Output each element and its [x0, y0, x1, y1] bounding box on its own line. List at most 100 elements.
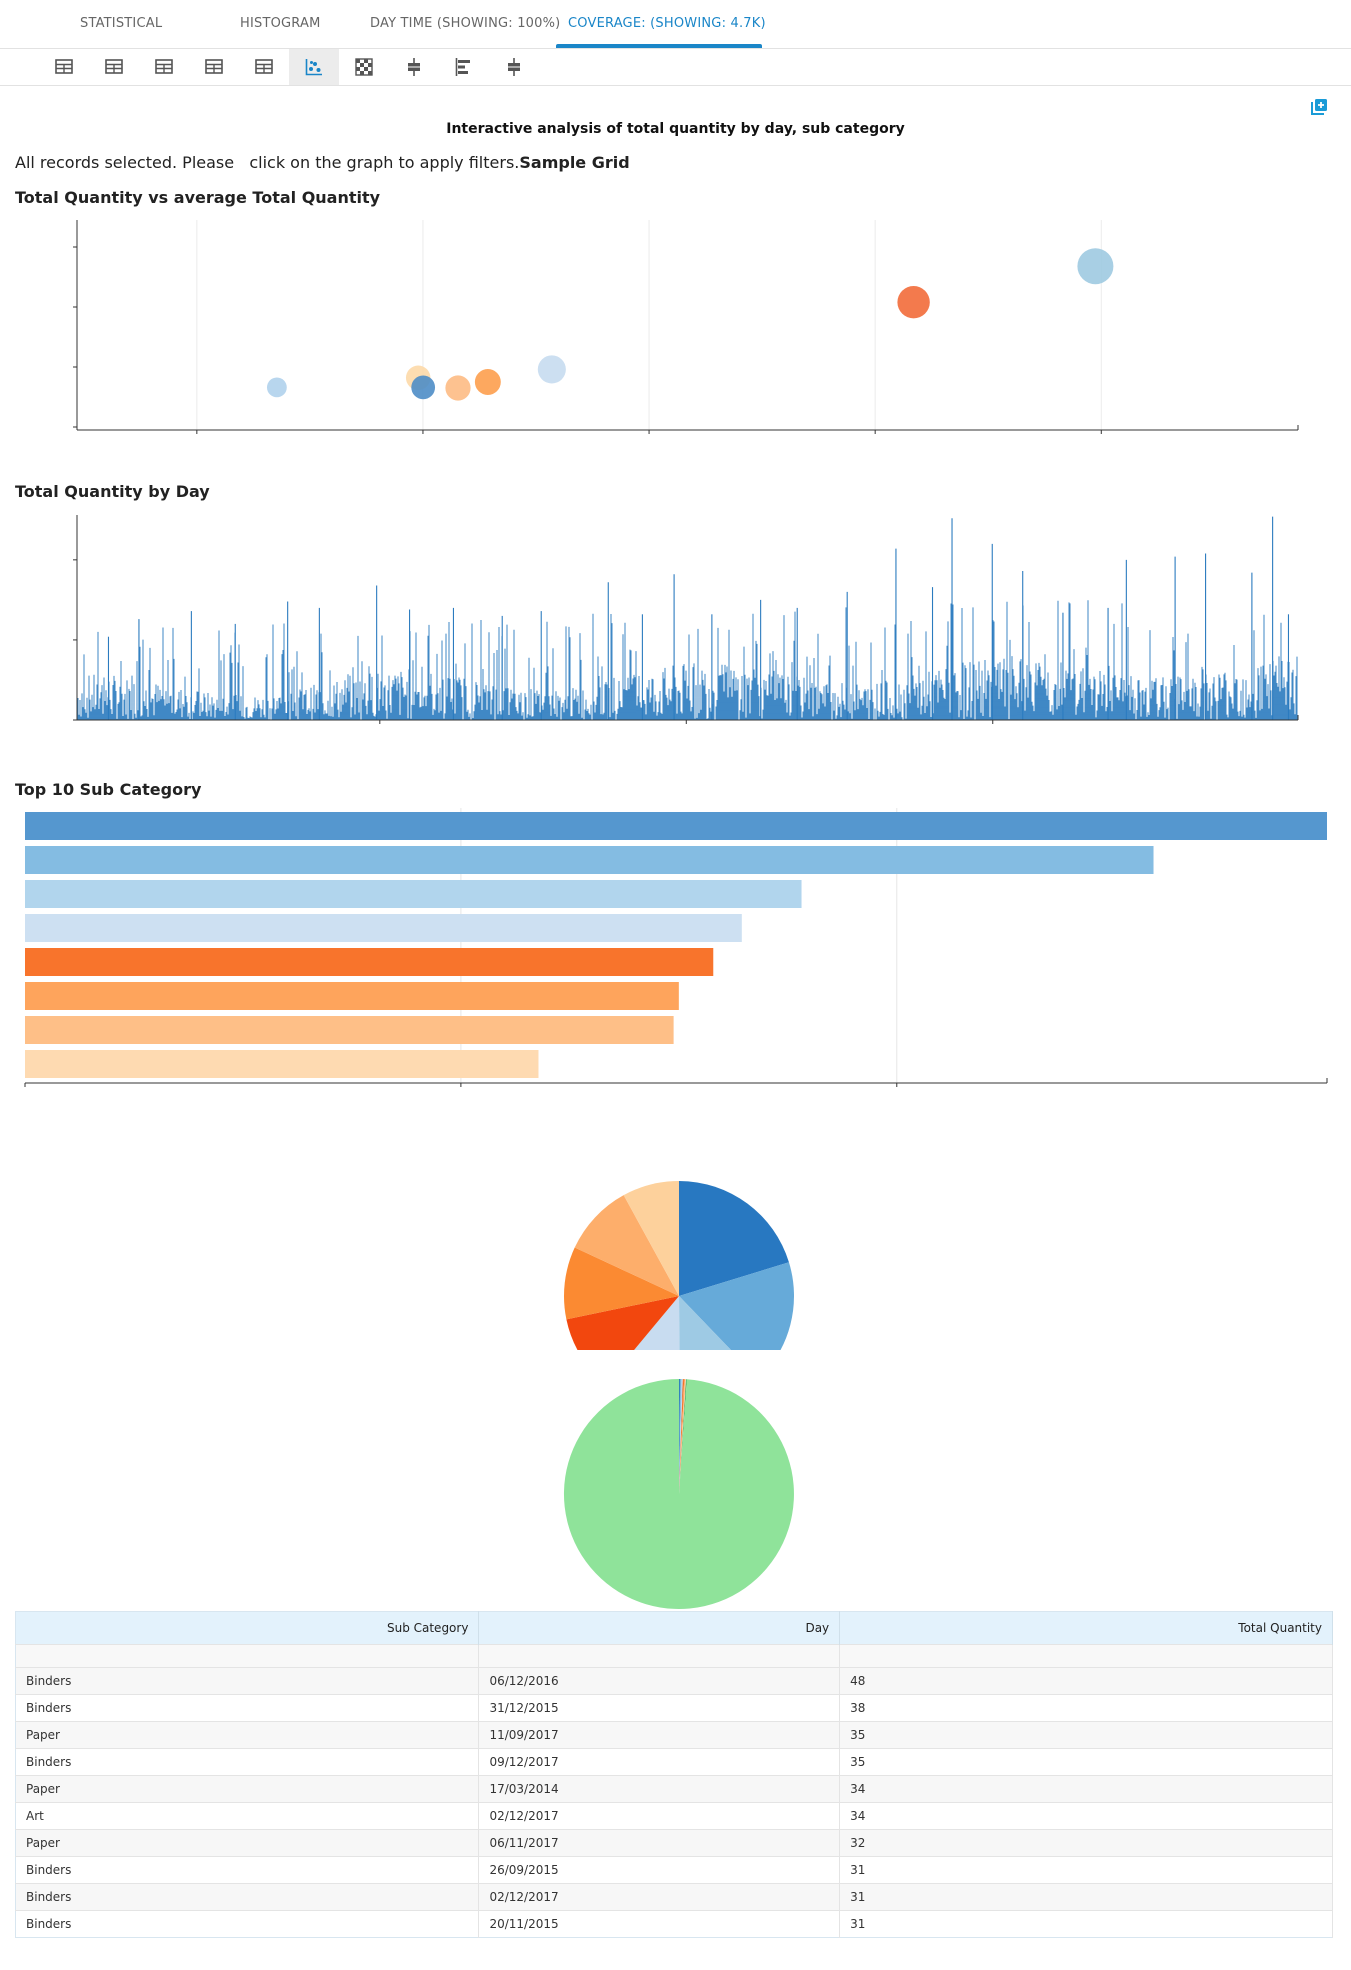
cell-sub-category: Binders: [15, 1667, 480, 1695]
bar-storage[interactable]: [25, 948, 714, 976]
cell-sub-category: Paper: [15, 1721, 480, 1749]
cell-total-quantity: 38: [839, 1694, 1333, 1722]
scatter-point[interactable]: [411, 375, 436, 400]
pie-slice[interactable]: [679, 1262, 795, 1350]
filter-cell[interactable]: [478, 1644, 841, 1668]
cell-day: 06/11/2017: [478, 1829, 841, 1857]
page-title: Interactive analysis of total quantity b…: [446, 121, 905, 137]
scatter-point[interactable]: [266, 377, 287, 398]
tab-day-time[interactable]: DAY TIME (SHOWING: 100%): [370, 16, 561, 31]
heatmap-icon: [355, 58, 373, 76]
tab-statistical[interactable]: STATISTICAL: [80, 16, 163, 31]
toolbar-button-box-plot-8[interactable]: [389, 49, 439, 85]
pie-slice[interactable]: [679, 1379, 687, 1494]
bar-phones[interactable]: [25, 914, 742, 942]
cell-day: 20/11/2015: [478, 1910, 841, 1938]
cell-total-quantity: 34: [839, 1802, 1333, 1830]
table-row[interactable]: Paper 06/11/2017 32: [15, 1829, 1333, 1857]
sub-category-pie-chart[interactable]: [0, 1100, 1351, 1350]
scatter-chart-icon: [305, 59, 322, 76]
tab-coverage[interactable]: COVERAGE: (SHOWING: 4.7K): [568, 16, 766, 31]
top10-title: Top 10 Sub Category: [15, 780, 202, 799]
tab-histogram[interactable]: HISTOGRAM: [240, 16, 321, 31]
cell-total-quantity: 31: [839, 1883, 1333, 1911]
bar-chairs[interactable]: [25, 1050, 539, 1078]
pie-slice[interactable]: [566, 1296, 679, 1350]
cell-sub-category: Binders: [15, 1883, 480, 1911]
pie-slice[interactable]: [679, 1379, 681, 1494]
table-row[interactable]: Binders 06/12/2016 48: [15, 1667, 1333, 1695]
column-header-day[interactable]: Day: [478, 1611, 841, 1645]
column-header-total-quantity[interactable]: Total Quantity: [839, 1611, 1333, 1645]
view-toolbar: [0, 49, 1351, 86]
table-row[interactable]: Paper 17/03/2014 34: [15, 1775, 1333, 1803]
cell-sub-category: Paper: [15, 1775, 480, 1803]
scatter-point[interactable]: [897, 286, 930, 319]
toolbar-button-bar-align-9[interactable]: [439, 49, 489, 85]
cell-total-quantity: 31: [839, 1856, 1333, 1884]
table-row[interactable]: Paper 11/09/2017 35: [15, 1721, 1333, 1749]
pie-slice[interactable]: [564, 1247, 679, 1320]
pie-slice[interactable]: [679, 1181, 789, 1296]
sample-grid: Sub Category Day Total Quantity Binders 0…: [15, 1611, 1333, 1938]
bar-paper[interactable]: [25, 846, 1154, 874]
table-row[interactable]: Binders 02/12/2017 31: [15, 1883, 1333, 1911]
bar-art[interactable]: [25, 982, 679, 1010]
pie-slice[interactable]: [679, 1379, 682, 1494]
filter-cell[interactable]: [15, 1644, 480, 1668]
cell-sub-category: Paper: [15, 1829, 480, 1857]
table-row[interactable]: Binders 09/12/2017 35: [15, 1748, 1333, 1776]
pie-slice[interactable]: [679, 1379, 686, 1494]
bar-furnishings[interactable]: [25, 880, 802, 908]
table-row[interactable]: Art 02/12/2017 34: [15, 1802, 1333, 1830]
toolbar-button-box-plot-10[interactable]: [489, 49, 539, 85]
cell-day: 09/12/2017: [478, 1748, 841, 1776]
scatter-point[interactable]: [445, 375, 471, 401]
day-bar-chart[interactable]: [0, 505, 1351, 775]
sample-grid-link[interactable]: Sample Grid: [519, 153, 630, 172]
day-pie-chart[interactable]: [0, 1350, 1351, 1610]
bar-accessories[interactable]: [25, 1016, 674, 1044]
toolbar-button-table-1[interactable]: [39, 49, 89, 85]
toolbar-button-table-5[interactable]: [239, 49, 289, 85]
table-row[interactable]: Binders 20/11/2015 31: [15, 1910, 1333, 1938]
toolbar-button-scatter-chart-6[interactable]: [289, 49, 339, 85]
cell-day: 17/03/2014: [478, 1775, 841, 1803]
add-chart-button[interactable]: [1310, 98, 1328, 120]
pie-slice[interactable]: [563, 1379, 794, 1609]
scatter-point[interactable]: [1077, 248, 1114, 285]
toolbar-button-heatmap-7[interactable]: [339, 49, 389, 85]
top10-bar-chart[interactable]: [0, 800, 1351, 1100]
cell-sub-category: Binders: [15, 1694, 480, 1722]
pie-slice[interactable]: [679, 1296, 759, 1350]
pie-slice[interactable]: [679, 1379, 683, 1494]
scatter-chart[interactable]: [0, 210, 1351, 480]
pie-slice[interactable]: [679, 1379, 685, 1494]
grid-filter-row[interactable]: [15, 1644, 1333, 1668]
toolbar-button-table-4[interactable]: [189, 49, 239, 85]
cell-sub-category: Binders: [15, 1748, 480, 1776]
cell-day: 11/09/2017: [478, 1721, 841, 1749]
pie-slice[interactable]: [623, 1181, 679, 1296]
column-header-sub-category[interactable]: Sub Category: [15, 1611, 480, 1645]
table-row[interactable]: Binders 26/09/2015 31: [15, 1856, 1333, 1884]
toolbar-button-table-2[interactable]: [89, 49, 139, 85]
cell-sub-category: Binders: [15, 1910, 480, 1938]
filter-cell[interactable]: [839, 1644, 1333, 1668]
toolbar-button-table-3[interactable]: [139, 49, 189, 85]
cell-total-quantity: 34: [839, 1775, 1333, 1803]
table-row[interactable]: Binders 31/12/2015 38: [15, 1694, 1333, 1722]
pie-slice[interactable]: [679, 1379, 682, 1494]
pie-slice[interactable]: [574, 1195, 679, 1296]
add-box-icon: [1311, 99, 1327, 115]
cell-sub-category: Art: [15, 1802, 480, 1830]
table-icon: [55, 59, 73, 74]
pie-slice[interactable]: [679, 1379, 687, 1494]
scatter-point[interactable]: [537, 355, 566, 384]
cell-total-quantity: 35: [839, 1721, 1333, 1749]
bar-binders[interactable]: [25, 812, 1327, 840]
cell-total-quantity: 48: [839, 1667, 1333, 1695]
pie-slice[interactable]: [605, 1296, 680, 1350]
pie-slice[interactable]: [679, 1379, 684, 1494]
scatter-point[interactable]: [474, 369, 501, 395]
